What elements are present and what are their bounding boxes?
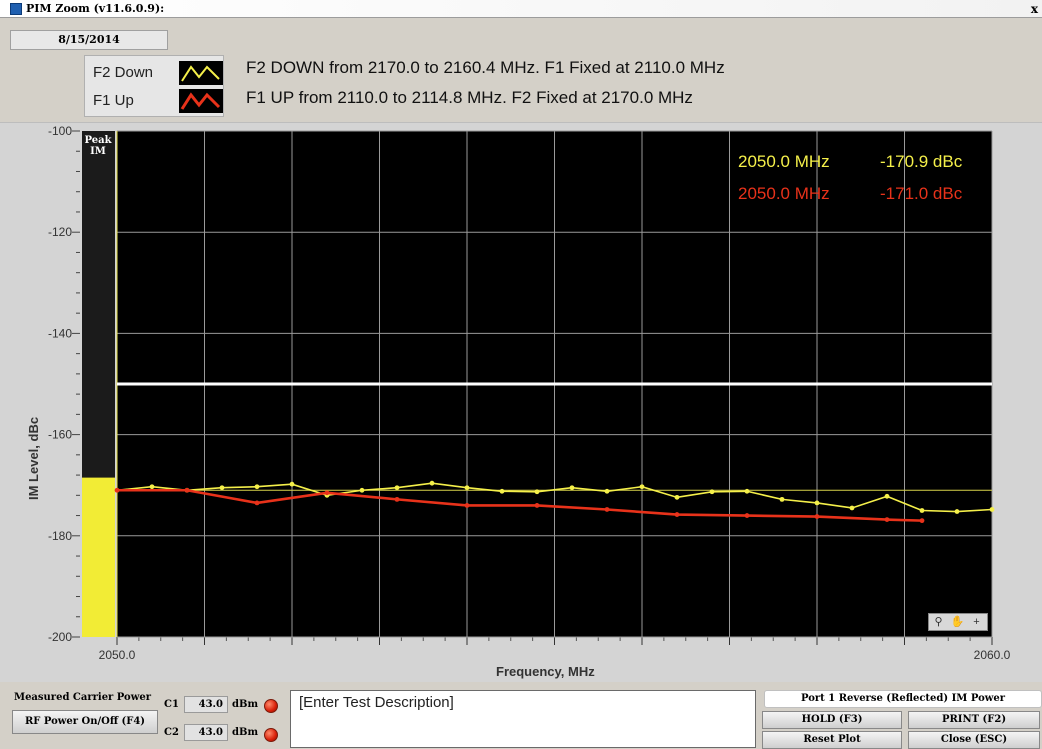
legend-description-f2: F2 DOWN from 2170.0 to 2160.4 MHz. F1 Fi…	[246, 58, 725, 77]
y-tick-label: -160	[48, 428, 72, 442]
legend-label: F1 Up	[93, 92, 134, 109]
close-window-icon[interactable]: x	[1030, 2, 1038, 16]
data-point-f1-up	[534, 503, 540, 508]
test-description-field[interactable]: [Enter Test Description]	[290, 690, 756, 748]
data-point-f2-down	[919, 508, 925, 513]
c1-status-led-icon	[264, 699, 278, 713]
y-tick-label: -180	[48, 529, 72, 543]
y-tick-label: -200	[48, 630, 72, 644]
hold-button[interactable]: HOLD (F3)	[762, 711, 902, 729]
legend-item-f2-down: F2 Down	[93, 60, 223, 86]
data-point-f1-up	[919, 518, 925, 524]
data-point-f2-down	[954, 509, 960, 514]
test-description-text: [Enter Test Description]	[299, 694, 454, 711]
zoom-toolbar: ⚲ ✋ +	[928, 613, 988, 631]
data-point-f1-up	[744, 513, 750, 518]
c2-status-led-icon	[264, 728, 278, 742]
data-point-f2-down	[254, 484, 260, 490]
data-point-f2-down	[849, 505, 855, 511]
y-tick-label: -100	[48, 124, 72, 138]
series-line-f2-down	[116, 482, 993, 513]
data-point-f2-down	[359, 487, 365, 493]
data-point-f1-up	[674, 512, 680, 517]
data-point-f2-down	[149, 484, 155, 490]
data-point-f2-down	[639, 484, 645, 490]
data-point-f2-down	[289, 481, 295, 487]
legend-swatch-f2-icon	[179, 61, 223, 85]
data-point-f2-down	[814, 500, 820, 506]
y-tick-label: -120	[48, 225, 72, 239]
peak-im-label: Peak	[84, 135, 112, 146]
data-point-f1-up	[464, 503, 470, 508]
data-point-f1-up	[254, 500, 260, 506]
data-point-f1-up	[884, 517, 890, 523]
port-reflected-power-label: Port 1 Reverse (Reflected) IM Power	[764, 690, 1042, 708]
c1-power-value: 43.0	[184, 696, 228, 713]
rf-power-toggle-button[interactable]: RF Power On/Off (F4)	[12, 710, 158, 734]
x-tick-label: 2060.0	[974, 648, 1011, 662]
data-point-f2-down	[674, 494, 680, 500]
data-point-f1-up	[604, 507, 610, 512]
data-point-f2-down	[219, 485, 225, 491]
data-point-f2-down	[779, 496, 785, 502]
data-point-f2-down	[534, 489, 540, 495]
y-axis-label: IM Level, dBc	[26, 416, 41, 500]
data-point-f2-down	[744, 488, 750, 494]
peak-im-level-fill	[82, 477, 115, 637]
readout-frequency: 2050.0 MHz	[738, 152, 830, 171]
data-point-f2-down	[394, 485, 400, 491]
measured-carrier-power-label: Measured Carrier Power	[14, 692, 151, 703]
close-button[interactable]: Close (ESC)	[908, 731, 1040, 749]
data-point-f2-down	[884, 493, 890, 499]
data-point-f2-down	[604, 488, 610, 494]
legend: F2 Down F1 Up	[84, 55, 224, 117]
c2-label: C2	[164, 727, 179, 738]
data-point-f1-up	[114, 487, 120, 493]
readout-value: -171.0 dBc	[880, 184, 963, 203]
readout-value: -170.9 dBc	[880, 152, 963, 171]
data-point-f1-up	[184, 487, 190, 493]
zoom-icon[interactable]: ⚲	[934, 616, 943, 628]
legend-label: F2 Down	[93, 64, 154, 81]
x-tick-label: 2050.0	[99, 648, 136, 662]
data-point-f2-down	[989, 507, 995, 512]
data-point-f2-down	[569, 485, 575, 491]
data-point-f2-down	[499, 488, 505, 494]
title-bar: PIM Zoom (v11.6.0.9): x	[0, 0, 1042, 18]
data-point-f1-up	[394, 496, 400, 502]
data-point-f2-down	[709, 489, 715, 495]
reset-plot-button[interactable]: Reset Plot	[762, 731, 902, 749]
cursor-plus-icon[interactable]: +	[973, 616, 980, 628]
legend-swatch-f1-icon	[179, 89, 223, 113]
date-display: 8/15/2014	[10, 30, 168, 50]
print-button[interactable]: PRINT (F2)	[908, 711, 1040, 729]
x-axis-label: Frequency, MHz	[496, 664, 595, 679]
data-point-f2-down	[429, 480, 435, 486]
data-point-f2-down	[464, 485, 470, 491]
window-title: PIM Zoom (v11.6.0.9):	[26, 2, 165, 15]
app-icon	[10, 3, 22, 15]
data-point-f1-up	[814, 514, 820, 519]
c1-unit: dBm	[232, 699, 259, 710]
readout-frequency: 2050.0 MHz	[738, 184, 830, 203]
pan-hand-icon[interactable]: ✋	[950, 616, 965, 628]
c2-unit: dBm	[232, 727, 259, 738]
c1-label: C1	[164, 699, 179, 710]
c2-power-value: 43.0	[184, 724, 228, 741]
peak-im-label: IM	[90, 146, 106, 157]
y-tick-label: -140	[48, 326, 72, 340]
legend-description-f1: F1 UP from 2110.0 to 2114.8 MHz. F2 Fixe…	[246, 88, 693, 107]
data-point-f1-up	[324, 490, 330, 496]
legend-item-f1-up: F1 Up	[93, 88, 223, 114]
